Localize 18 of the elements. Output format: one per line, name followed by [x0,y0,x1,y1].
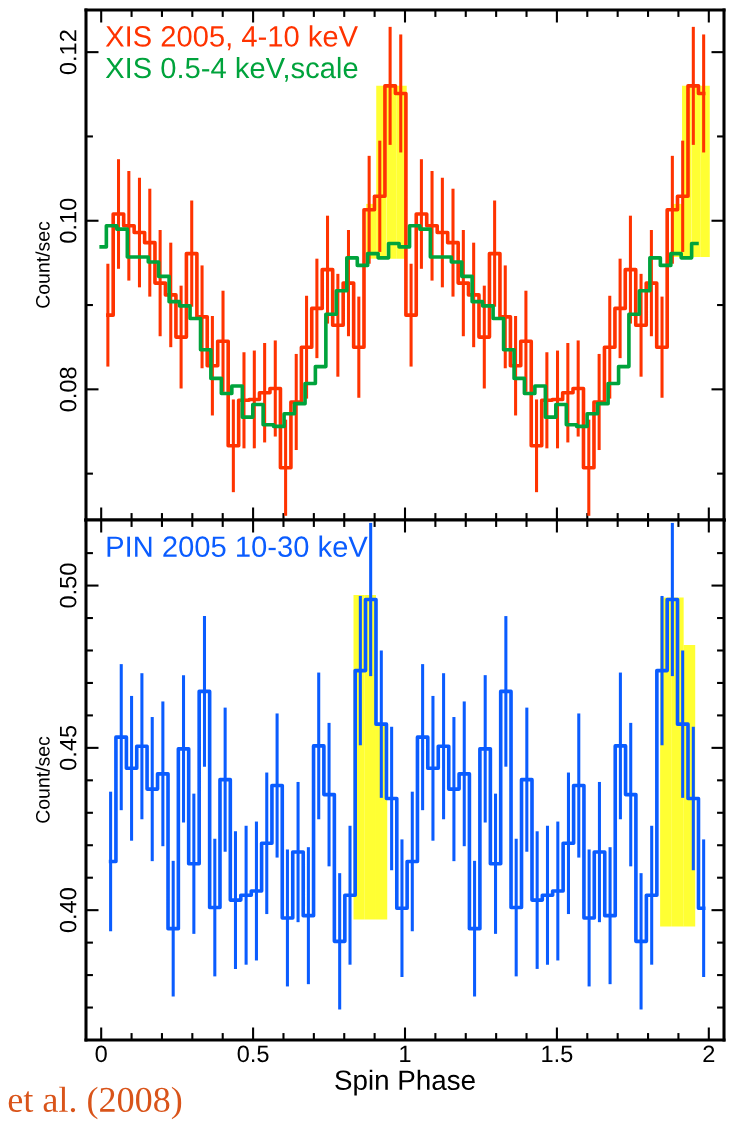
y-axis-title: Count/sec [35,736,50,823]
x-tick-label: 1.5 [542,1045,573,1063]
x-tick-label: 1 [400,1045,411,1062]
text: et al. (2008) [8,1086,182,1120]
x-tick-label: 2 [703,1045,715,1062]
y-tick-label: 0.10 [59,198,77,243]
series-label: PIN 2005 10-30 keV [107,535,368,558]
x-tick-label: 0 [95,1045,107,1063]
y-tick-label: 0.45 [59,725,77,770]
y-tick-label: 0.40 [59,888,77,933]
text: XIS 0.5-4 keV,scale [105,56,358,82]
y-axis-title: Count/sec [35,221,50,308]
x-axis-title: Spin Phase [335,1069,475,1096]
series-label: XIS 2005, 4-10 keV [105,25,358,51]
y-tick-label: 0.08 [59,367,77,412]
y-tick-label: 0.50 [59,563,77,608]
x-tick-label: 0.5 [237,1045,269,1063]
y-tick-label: 0.12 [59,30,77,75]
